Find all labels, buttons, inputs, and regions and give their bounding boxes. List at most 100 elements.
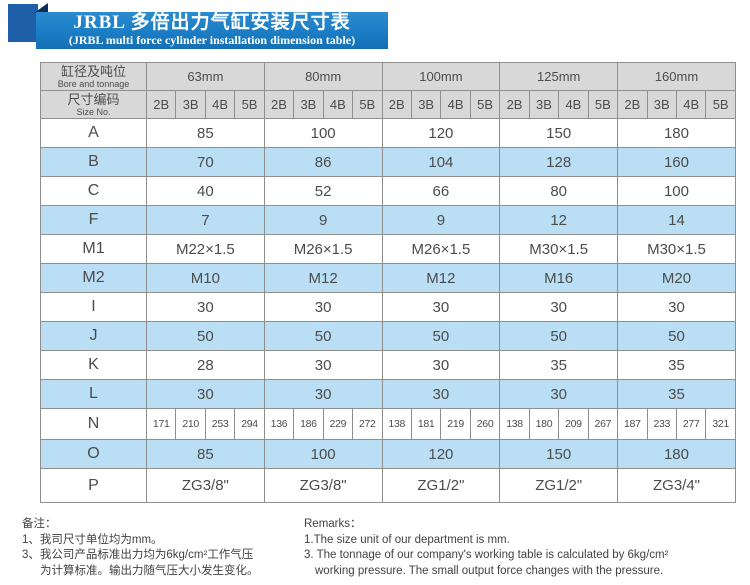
value-cell: 104 [381,147,501,177]
subcol-header-cell: 4B [675,90,707,119]
subcol-header-cell: 3B [175,90,206,119]
value-cell: 150 [499,118,619,148]
value-cell: M22×1.5 [146,234,265,264]
title-ribbon-fold-icon [34,3,48,13]
header-row-size-no: 尺寸编码 Size No. 2B 3B 4B 5B 2B 3B 4B 5B 2B… [40,90,736,119]
n-value-cell: 253 [204,408,236,440]
notes-zh-line: 3、我公司产品标准出力均为6kg/cm²工作气压 [22,549,254,561]
n-value-cell: 180 [528,408,560,440]
value-cell: 128 [499,147,619,177]
value-cell: ZG3/4" [617,468,736,503]
subcol-header-cell: 5B [469,90,501,119]
n-value-cell: 171 [145,408,177,440]
value-cell: 86 [263,147,383,177]
n-value-cell: 186 [293,408,324,440]
subcol-header-cell: 2B [263,90,295,119]
value-cell: 30 [499,379,619,409]
table-row-J: J 50 50 50 50 50 [40,321,736,351]
value-cell: 35 [499,350,619,380]
n-value-cell: 321 [705,408,736,440]
group-header-cell: 80mm [263,62,383,91]
table-row-F: F 7 9 9 12 14 [40,205,736,235]
table-row-O: O 85 100 120 150 180 [40,439,736,469]
row-label: K [40,350,147,380]
value-cell: 85 [146,118,265,148]
value-cell: 180 [617,439,736,469]
value-cell: 30 [263,292,383,322]
value-cell: ZG1/2" [499,468,619,503]
row-label: N [40,408,147,440]
value-cell: M16 [499,263,619,293]
value-cell: 35 [617,350,736,380]
table-row-C: C 40 52 66 80 100 [40,176,736,206]
corner-cell-size-no: 尺寸编码 Size No. [40,90,147,119]
value-cell: M12 [381,263,501,293]
n-value-cell: 209 [558,408,589,440]
row-label: L [40,379,147,409]
subcol-header-cell: 2B [145,90,177,119]
table-row-K: K 28 30 30 35 35 [40,350,736,380]
value-cell: 120 [381,118,501,148]
n-value-cell: 136 [263,408,295,440]
value-cell: 40 [146,176,265,206]
row-label: I [40,292,147,322]
value-cell: ZG3/8" [146,468,265,503]
group-header-cell: 125mm [499,62,619,91]
notes-en-line: working pressure. The small output force… [315,564,664,577]
table-row-M2: M2 M10 M12 M12 M16 M20 [40,263,736,293]
table-row-I: I 30 30 30 30 30 [40,292,736,322]
n-value-cell: 229 [322,408,354,440]
notes-zh-line: 1、我司尺寸单位均为mm。 [22,533,163,546]
subcol-header-cell: 3B [528,90,560,119]
value-cell: 150 [499,439,619,469]
header-row-bore: 缸径及吨位 Bore and tonnage 63mm 80mm 100mm 1… [40,62,736,91]
value-cell: 100 [263,439,383,469]
value-cell: 100 [263,118,383,148]
value-cell: 7 [146,205,265,235]
notes-english: Remarks： 1.The size unit of our departme… [304,517,668,579]
value-cell: 100 [617,176,736,206]
group-header-cell: 100mm [381,62,501,91]
subcol-header-cell: 4B [558,90,589,119]
title-ribbon-square [8,4,38,42]
table-row-M1: M1 M22×1.5 M26×1.5 M26×1.5 M30×1.5 M30×1… [40,234,736,264]
group-header-cell: 63mm [146,62,265,91]
n-value-cell: 260 [469,408,501,440]
n-value-cell: 187 [617,408,648,440]
value-cell: 50 [146,321,265,351]
value-cell: 30 [381,292,501,322]
value-cell: M12 [263,263,383,293]
notes-zh-line: 为计算标准。输出力随气压大小发生变化。 [40,564,259,577]
value-cell: 30 [146,292,265,322]
value-cell: 80 [499,176,619,206]
value-cell: 50 [499,321,619,351]
n-value-cell: 138 [499,408,530,440]
subcol-header-cell: 5B [587,90,619,119]
value-cell: 28 [146,350,265,380]
value-cell: M10 [146,263,265,293]
value-cell: 35 [617,379,736,409]
n-value-cell: 181 [410,408,442,440]
value-cell: 70 [146,147,265,177]
subcol-header-cell: 4B [440,90,471,119]
n-value-cell: 138 [381,408,412,440]
subcol-header-cell: 2B [381,90,412,119]
value-cell: 9 [381,205,501,235]
subcol-header-cell: 4B [204,90,236,119]
row-label: O [40,439,147,469]
value-cell: 50 [617,321,736,351]
row-label: A [40,118,147,148]
value-cell: 30 [263,379,383,409]
n-value-cell: 272 [352,408,383,440]
value-cell: 30 [146,379,265,409]
page-title-en: (JRBL multi force cylinder installation … [68,33,356,47]
page-title-banner: JRBL 多倍出力气缸安装尺寸表 (JRBL multi force cylin… [36,12,388,49]
value-cell: 30 [263,350,383,380]
subcol-header-cell: 3B [646,90,677,119]
row-label: M2 [40,263,147,293]
row-label: P [40,468,147,503]
value-cell: 50 [263,321,383,351]
notes-en-line: 3. The tonnage of our company's working … [304,549,669,561]
value-cell: ZG3/8" [263,468,383,503]
table-row-L: L 30 30 30 30 35 [40,379,736,409]
